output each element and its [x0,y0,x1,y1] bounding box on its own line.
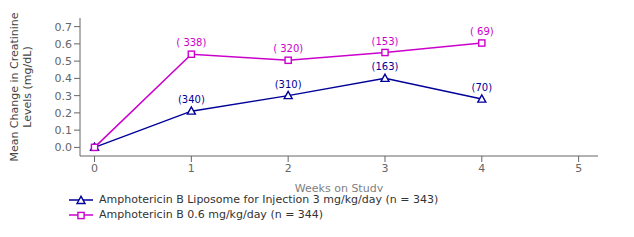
svg-text:( 338): ( 338) [176,37,206,48]
svg-text:0.7: 0.7 [55,21,73,34]
svg-text:0.4: 0.4 [55,72,73,85]
svg-text:1: 1 [188,162,195,175]
svg-text:2: 2 [285,162,292,175]
svg-text:Weeks on Study: Weeks on Study [295,182,384,192]
svg-text:( 320): ( 320) [273,43,303,54]
svg-text:0.0: 0.0 [55,141,73,154]
svg-text:0: 0 [91,162,98,175]
svg-text:(163): (163) [372,61,399,72]
svg-text:4: 4 [478,162,485,175]
svg-text:0.1: 0.1 [55,124,73,137]
svg-text:0.6: 0.6 [55,38,73,51]
svg-text:5: 5 [575,162,582,175]
svg-text:0.2: 0.2 [55,107,73,120]
svg-text:(70): (70) [472,82,493,93]
svg-text:(153): (153) [372,36,399,47]
svg-text:0.3: 0.3 [55,90,73,103]
html-text:Amphotericin B 0.6 mg/kg/day (: Amphotericin B 0.6 mg/kg/day (n = 344) [99,208,324,221]
html-text:Amphotericin B Liposome for In: Amphotericin B Liposome for Injection 3 … [99,193,439,206]
svg-text:Mean Change in CreatinineLevel: Mean Change in CreatinineLevels (mg/dL) [8,12,34,161]
svg-text:( 69): ( 69) [470,26,494,37]
svg-text:0.5: 0.5 [55,55,73,68]
svg-text:(340): (340) [178,94,205,105]
svg-text:(310): (310) [275,79,302,90]
svg-text:3: 3 [381,162,388,175]
